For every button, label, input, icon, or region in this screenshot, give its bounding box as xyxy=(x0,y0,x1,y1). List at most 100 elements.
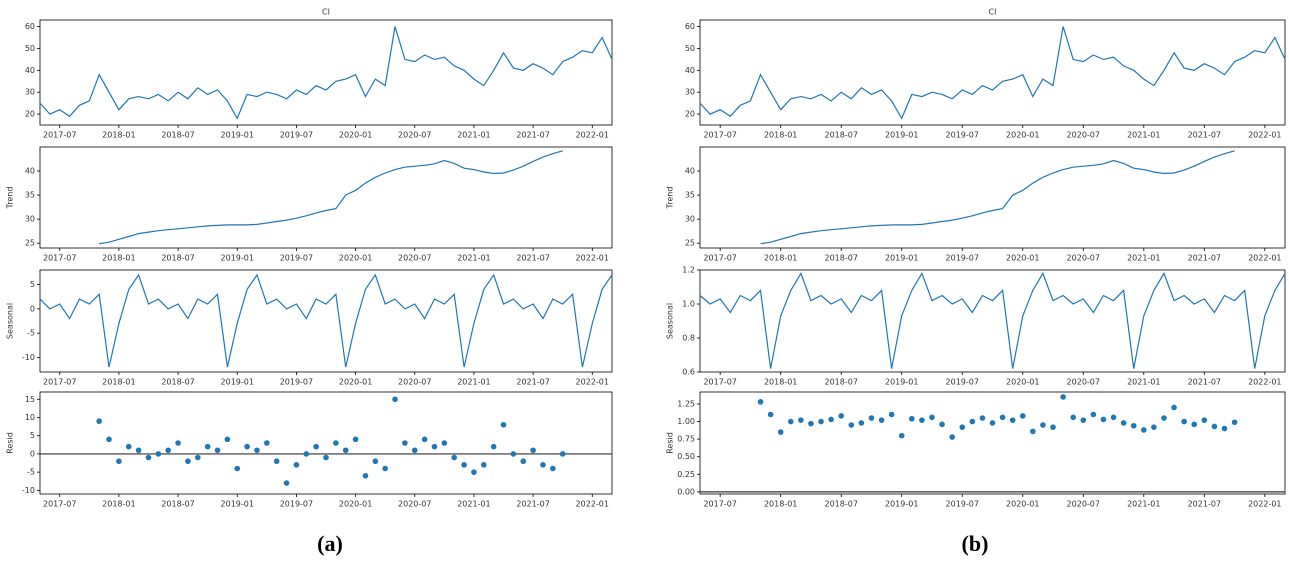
y-tick-label: 40 xyxy=(25,66,35,75)
y-tick-label: 60 xyxy=(685,22,695,31)
x-tick-label: 2019-07 xyxy=(280,378,313,387)
axes-frame xyxy=(39,391,613,495)
resid-point xyxy=(382,465,388,472)
x-tick-label: 2018-01 xyxy=(764,378,797,387)
resid-point xyxy=(234,465,241,472)
resid-point xyxy=(798,417,804,423)
resid-point xyxy=(145,454,152,461)
x-tick-label: 2020-01 xyxy=(339,131,372,140)
x-tick-label: 2021-07 xyxy=(1188,500,1221,509)
resid-point xyxy=(888,411,895,418)
resid-point xyxy=(1191,421,1198,428)
series-line xyxy=(39,273,613,368)
resid-point xyxy=(214,447,221,454)
resid-point xyxy=(175,440,181,446)
resid-point xyxy=(858,420,865,426)
x-tick-label: 2022-01 xyxy=(576,254,609,263)
resid-point xyxy=(559,451,566,457)
x-tick-label: 2020-01 xyxy=(339,500,372,509)
y-tick-label: 20 xyxy=(685,110,695,119)
resid-point xyxy=(441,440,448,446)
x-tick-label: 2019-07 xyxy=(946,131,979,140)
x-tick-label: 2018-01 xyxy=(102,254,135,263)
x-tick-label: 2018-07 xyxy=(824,500,857,509)
x-tick-label: 2018-07 xyxy=(824,131,857,140)
resid-point xyxy=(1030,428,1036,435)
resid-point xyxy=(1140,427,1147,433)
x-tick-label: 2018-01 xyxy=(764,131,797,140)
x-tick-label: 2020-07 xyxy=(398,131,431,140)
resid-point xyxy=(333,440,339,446)
axes-frame xyxy=(699,269,1286,373)
x-tick-label: 2021-01 xyxy=(1127,500,1160,509)
resid-point xyxy=(431,443,438,450)
resid-point xyxy=(757,399,764,405)
y-tick-label: -10 xyxy=(22,353,35,362)
x-tick-label: 2021-01 xyxy=(1127,254,1160,263)
resid-point xyxy=(116,458,122,465)
resid-point xyxy=(530,447,536,454)
x-tick-label: 2020-07 xyxy=(398,500,431,509)
x-tick-label: 2018-01 xyxy=(102,500,135,509)
resid-point xyxy=(352,436,359,443)
y-tick-label: 40 xyxy=(685,66,695,75)
resid-point xyxy=(999,414,1006,421)
axes-frame xyxy=(39,269,613,373)
x-tick-label: 2022-01 xyxy=(576,131,609,140)
x-tick-label: 2021-01 xyxy=(457,131,490,140)
x-tick-label: 2019-01 xyxy=(221,500,254,509)
y-tick-label: 0.75 xyxy=(677,435,695,444)
y-tick-label: 0.6 xyxy=(682,368,695,377)
x-tick-label: 2017-07 xyxy=(43,254,76,263)
x-tick-label: 2018-07 xyxy=(824,378,857,387)
y-tick-label: 5 xyxy=(30,431,35,440)
y-axis-label: Trend xyxy=(6,187,15,210)
y-tick-label: 0.25 xyxy=(677,470,695,479)
chart-title: CI xyxy=(322,8,330,17)
resid-point xyxy=(878,417,885,423)
x-tick-label: 2019-07 xyxy=(280,500,313,509)
x-tick-label: 2019-01 xyxy=(885,378,918,387)
caption: (a) xyxy=(317,531,343,556)
x-tick-label: 2019-01 xyxy=(221,254,254,263)
resid-point xyxy=(392,396,398,403)
resid-point xyxy=(244,443,250,450)
series-line xyxy=(699,26,1286,120)
x-tick-label: 2019-01 xyxy=(221,378,254,387)
x-tick-label: 2020-07 xyxy=(1067,378,1100,387)
resid-point xyxy=(204,443,211,450)
x-tick-label: 2017-07 xyxy=(703,254,736,263)
resid-point xyxy=(818,418,824,425)
resid-point xyxy=(510,451,517,457)
y-tick-label: 35 xyxy=(685,191,695,200)
resid-point xyxy=(919,417,925,423)
resid-point xyxy=(520,458,527,465)
y-tick-label: 0 xyxy=(30,449,35,458)
resid-point xyxy=(135,447,142,454)
resid-point xyxy=(293,462,300,468)
x-tick-label: 2018-01 xyxy=(102,378,135,387)
x-tick-label: 2021-07 xyxy=(1188,131,1221,140)
resid-point xyxy=(1130,422,1137,429)
x-tick-label: 2021-07 xyxy=(516,131,549,140)
resid-point xyxy=(461,462,467,468)
y-tick-label: -5 xyxy=(27,468,35,477)
x-tick-label: 2019-01 xyxy=(885,131,918,140)
resid-point xyxy=(283,480,290,486)
resid-point xyxy=(808,420,814,427)
series-line xyxy=(99,150,563,245)
y-tick-label: 5 xyxy=(30,280,35,289)
resid-point xyxy=(362,472,369,479)
x-tick-label: 2021-07 xyxy=(516,500,549,509)
resid-point xyxy=(1070,414,1076,421)
y-axis-label: Resid xyxy=(6,432,15,454)
y-tick-label: 1.0 xyxy=(682,300,695,309)
resid-point xyxy=(1110,414,1117,421)
x-tick-label: 2020-01 xyxy=(1006,378,1039,387)
x-tick-label: 2020-01 xyxy=(339,254,372,263)
resid-point xyxy=(411,447,418,454)
resid-point xyxy=(1151,424,1157,430)
x-tick-label: 2020-01 xyxy=(339,378,372,387)
resid-point xyxy=(1009,417,1016,423)
